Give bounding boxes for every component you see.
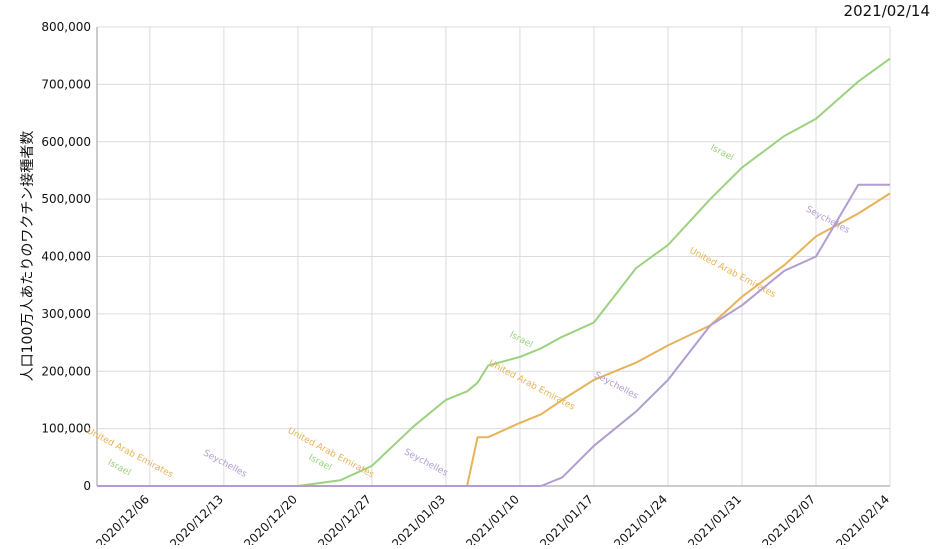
y-tick-label: 700,000 bbox=[41, 77, 91, 91]
y-tick-label: 0 bbox=[83, 479, 91, 493]
line-label: Israel bbox=[508, 330, 534, 350]
y-tick-label: 600,000 bbox=[41, 135, 91, 149]
line-label: Seychelles bbox=[201, 448, 248, 480]
y-tick-label: 800,000 bbox=[41, 20, 91, 34]
x-tick-label: 2020/12/06 bbox=[93, 492, 152, 545]
x-tick-label: 2020/12/13 bbox=[167, 492, 226, 545]
line-label: Seychelles bbox=[592, 370, 639, 402]
line-label: United Arab Emirates bbox=[687, 246, 777, 300]
chart-title: 2021/02/14 bbox=[844, 2, 930, 20]
x-tick-label: 2021/01/10 bbox=[463, 492, 522, 545]
y-tick-label: 300,000 bbox=[41, 307, 91, 321]
line-label: United Arab Emirates bbox=[286, 426, 376, 480]
line-label: Seychelles bbox=[402, 447, 449, 479]
x-tick-label: 2021/01/17 bbox=[537, 492, 596, 545]
x-tick-label: 2021/01/03 bbox=[389, 492, 448, 545]
y-tick-label: 500,000 bbox=[41, 192, 91, 206]
line-series bbox=[97, 192, 891, 487]
line-series bbox=[97, 57, 891, 487]
line-series bbox=[97, 183, 890, 487]
y-tick-label: 200,000 bbox=[41, 364, 91, 378]
x-tick-label: 2021/01/24 bbox=[611, 492, 670, 545]
x-tick-label: 2021/02/14 bbox=[833, 492, 892, 545]
y-tick-label: 100,000 bbox=[41, 422, 91, 436]
line-label: United Arab Emirates bbox=[487, 359, 577, 413]
y-tick-label: 400,000 bbox=[41, 250, 91, 264]
line-label: Israel bbox=[106, 458, 132, 478]
x-tick-label: 2020/12/27 bbox=[315, 492, 374, 545]
line-label: Israel bbox=[709, 143, 735, 163]
x-tick-label: 2021/01/31 bbox=[685, 492, 744, 545]
x-tick-label: 2021/02/07 bbox=[759, 492, 818, 545]
y-axis-label: 人口100万人あたりのワクチン接種者数 bbox=[19, 131, 36, 382]
x-tick-label: 2020/12/20 bbox=[241, 492, 300, 545]
